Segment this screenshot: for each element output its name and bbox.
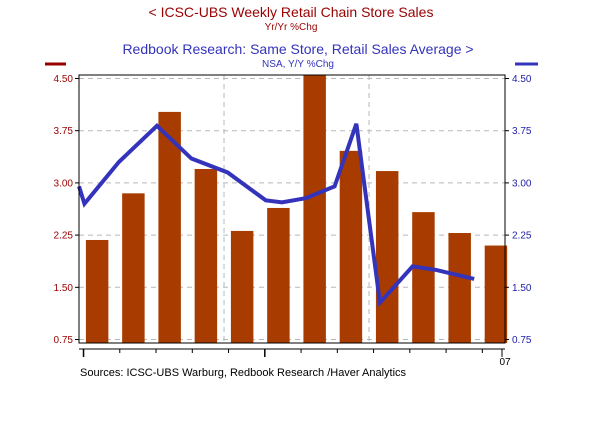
right-series-title: Redbook Research: Same Store, Retail Sal… <box>122 41 473 57</box>
source-note: Sources: ICSC-UBS Warburg, Redbook Resea… <box>80 367 407 379</box>
left-y-tick-label: 0.75 <box>54 335 74 346</box>
x-tick-label: 07 <box>499 357 511 368</box>
bar-mark <box>267 207 290 343</box>
bar-mark <box>339 150 363 343</box>
bar-mark <box>375 171 399 343</box>
left-series-title: < ICSC-UBS Weekly Retail Chain Store Sal… <box>149 4 434 20</box>
right-y-tick-label: 4.50 <box>512 74 532 85</box>
right-y-tick-label: 1.50 <box>512 283 532 294</box>
left-series-subtitle: Yr/Yr %Chg <box>265 22 318 33</box>
left-y-axis-ticks: 4.50 3.75 3.00 2.25 1.50 0.75 <box>54 74 79 346</box>
right-y-tick-label: 0.75 <box>512 335 532 346</box>
left-y-tick-label: 3.75 <box>54 126 74 137</box>
right-y-tick-label: 3.75 <box>512 126 532 137</box>
right-y-tick-label: 2.25 <box>512 231 532 242</box>
bar-mark <box>122 193 145 343</box>
bars-layer <box>85 75 508 343</box>
bar-mark <box>230 230 254 343</box>
right-y-tick-label: 3.00 <box>512 178 532 189</box>
bar-mark <box>412 212 435 343</box>
right-y-axis-ticks: 4.50 3.75 3.00 2.25 1.50 0.75 <box>505 74 532 346</box>
left-y-tick-label: 1.50 <box>54 283 74 294</box>
bar-mark <box>194 168 218 343</box>
bar-mark <box>484 245 508 343</box>
line-layer <box>77 123 475 308</box>
left-y-tick-label: 4.50 <box>54 74 74 85</box>
x-axis-layer: 07 <box>79 348 511 368</box>
bar-mark <box>303 75 326 343</box>
bar-mark <box>158 111 181 343</box>
plot-frame <box>78 74 506 344</box>
redbook-series-line <box>77 123 475 308</box>
left-y-tick-label: 3.00 <box>54 178 74 189</box>
bar-mark <box>85 239 109 343</box>
left-y-tick-label: 2.25 <box>54 231 74 242</box>
right-series-subtitle: NSA, Y/Y %Chg <box>262 59 334 70</box>
axis-layer <box>78 74 506 344</box>
bar-mark <box>448 233 471 343</box>
